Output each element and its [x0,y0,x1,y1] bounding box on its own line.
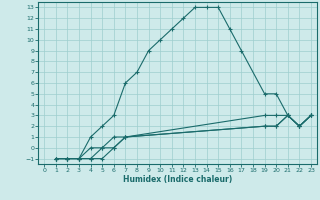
X-axis label: Humidex (Indice chaleur): Humidex (Indice chaleur) [123,175,232,184]
